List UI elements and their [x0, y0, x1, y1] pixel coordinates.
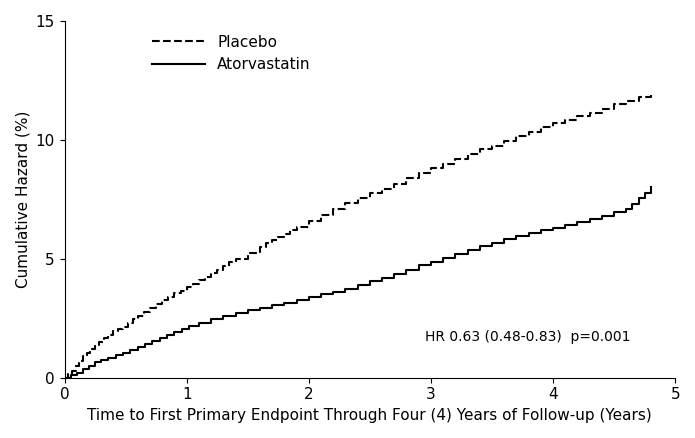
Placebo [304, 218, 313, 223]
Line: Placebo: Placebo [65, 94, 651, 378]
Atorvastatin [60, 375, 69, 380]
Placebo [188, 281, 197, 286]
Atorvastatin [119, 350, 127, 355]
Atorvastatin [329, 289, 337, 294]
Placebo [243, 250, 252, 255]
X-axis label: Time to First Primary Endpoint Through Four (4) Years of Follow-up (Years): Time to First Primary Endpoint Through F… [88, 408, 652, 423]
Placebo [60, 375, 69, 380]
Text: HR 0.63 (0.48-0.83)  p=0.001: HR 0.63 (0.48-0.83) p=0.001 [425, 330, 630, 344]
Atorvastatin [475, 243, 484, 248]
Atorvastatin [97, 357, 106, 363]
Placebo [152, 301, 161, 307]
Legend: Placebo, Atorvastatin: Placebo, Atorvastatin [145, 28, 317, 78]
Placebo [646, 91, 655, 96]
Line: Atorvastatin: Atorvastatin [65, 187, 651, 378]
Atorvastatin [72, 371, 81, 376]
Placebo [67, 368, 76, 373]
Placebo [598, 106, 606, 112]
Atorvastatin [646, 185, 655, 190]
Y-axis label: Cumulative Hazard (%): Cumulative Hazard (%) [15, 111, 30, 288]
Atorvastatin [163, 332, 171, 338]
